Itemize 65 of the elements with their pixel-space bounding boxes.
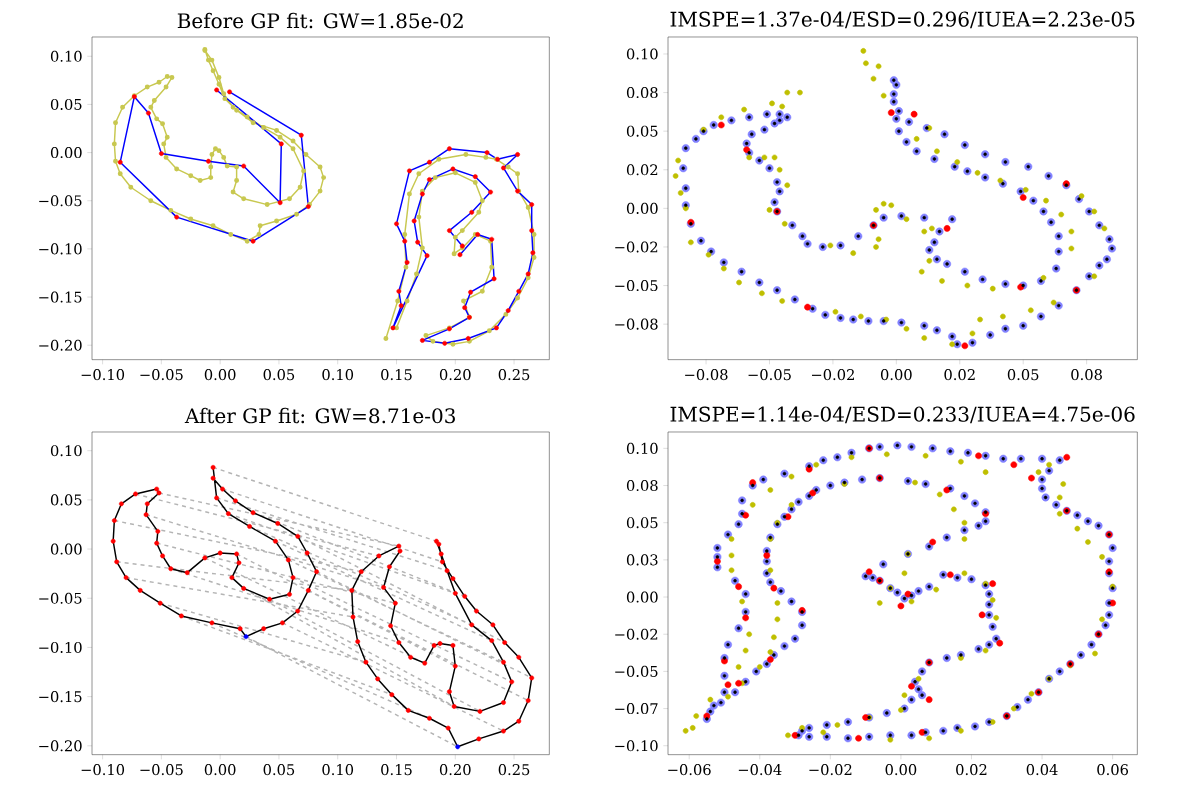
x-tick-label: −0.02 bbox=[811, 369, 854, 381]
x-tick-label: 0.10 bbox=[322, 369, 354, 381]
y-tick-label: 0.10 bbox=[50, 50, 82, 62]
y-tick-label: −0.10 bbox=[39, 243, 82, 255]
x-tick-label: 0.05 bbox=[263, 764, 295, 776]
chart-title: IMSPE=1.14e-04/ESD=0.233/IUEA=4.75e-06 bbox=[670, 406, 1135, 424]
y-tick-label: −0.15 bbox=[39, 291, 82, 303]
chart-title: After GP fit: GW=8.71e-03 bbox=[184, 407, 455, 424]
y-tick-label: −0.20 bbox=[39, 740, 82, 752]
y-tick-label: −0.15 bbox=[39, 691, 82, 703]
x-tick-label: 0.20 bbox=[439, 369, 471, 381]
y-tick-label: −0.20 bbox=[39, 339, 82, 351]
x-tick-label: −0.10 bbox=[81, 764, 125, 776]
x-tick-label: 0.02 bbox=[956, 764, 987, 776]
y-tick-label: 0.10 bbox=[50, 445, 82, 457]
y-tick-label: 0.05 bbox=[626, 517, 658, 529]
chart-title: IMSPE=1.37e-04/ESD=0.296/IUEA=2.23e-05 bbox=[670, 11, 1135, 29]
y-tick-label: −0.10 bbox=[39, 641, 82, 653]
y-tick-label: 0.00 bbox=[626, 202, 658, 214]
y-tick-label: 0.00 bbox=[50, 543, 82, 555]
x-tick-label: 0.25 bbox=[498, 764, 530, 776]
y-tick-label: 0.03 bbox=[626, 554, 658, 566]
y-tick-label: −0.05 bbox=[39, 195, 82, 207]
x-tick-label: 0.02 bbox=[944, 369, 975, 381]
y-tick-label: 0.08 bbox=[626, 87, 658, 99]
chart-title: Before GP fit: GW=1.85e-02 bbox=[177, 12, 463, 29]
x-tick-label: 0.15 bbox=[381, 764, 412, 776]
y-tick-label: −0.05 bbox=[615, 280, 658, 292]
x-tick-label: 0.00 bbox=[204, 764, 236, 776]
x-tick-label: −0.02 bbox=[809, 764, 852, 776]
y-tick-label: 0.05 bbox=[50, 494, 82, 506]
y-tick-label: −0.10 bbox=[615, 740, 658, 752]
y-tick-label: 0.08 bbox=[626, 479, 658, 492]
x-tick-label: 0.15 bbox=[381, 369, 412, 381]
y-tick-label: 0.00 bbox=[50, 147, 82, 159]
x-tick-label: −0.05 bbox=[140, 764, 183, 776]
x-tick-label: 0.05 bbox=[1007, 369, 1039, 381]
y-tick-label: −0.05 bbox=[39, 592, 82, 604]
y-tick-label: −0.08 bbox=[615, 318, 658, 330]
y-tick-label: 0.00 bbox=[626, 591, 658, 603]
y-tick-label: 0.10 bbox=[626, 48, 658, 60]
x-tick-label: −0.08 bbox=[685, 369, 728, 381]
y-tick-label: −0.02 bbox=[615, 241, 658, 253]
x-tick-label: 0.05 bbox=[263, 369, 295, 381]
y-tick-label: −0.02 bbox=[615, 628, 658, 640]
x-tick-label: 0.06 bbox=[1097, 764, 1129, 776]
x-tick-label: 0.00 bbox=[885, 764, 917, 776]
x-tick-label: −0.04 bbox=[738, 764, 782, 776]
y-tick-label: −0.07 bbox=[615, 703, 658, 715]
x-tick-label: 0.04 bbox=[1026, 764, 1058, 776]
x-tick-label: −0.05 bbox=[748, 369, 791, 381]
y-tick-label: 0.02 bbox=[626, 164, 658, 176]
x-tick-label: 0.25 bbox=[498, 369, 530, 381]
y-tick-label: −0.05 bbox=[615, 665, 658, 677]
x-tick-label: 0.00 bbox=[880, 369, 912, 381]
x-tick-label: −0.10 bbox=[81, 369, 125, 381]
y-tick-label: 0.05 bbox=[626, 125, 658, 137]
x-tick-label: −0.06 bbox=[668, 764, 711, 776]
x-tick-label: 0.10 bbox=[322, 764, 354, 776]
x-tick-label: 0.00 bbox=[204, 369, 236, 381]
x-tick-label: −0.05 bbox=[140, 369, 183, 381]
y-tick-label: 0.05 bbox=[50, 98, 82, 110]
x-tick-label: 0.20 bbox=[439, 764, 471, 776]
y-tick-label: 0.10 bbox=[626, 442, 658, 454]
x-tick-label: 0.08 bbox=[1071, 369, 1102, 381]
